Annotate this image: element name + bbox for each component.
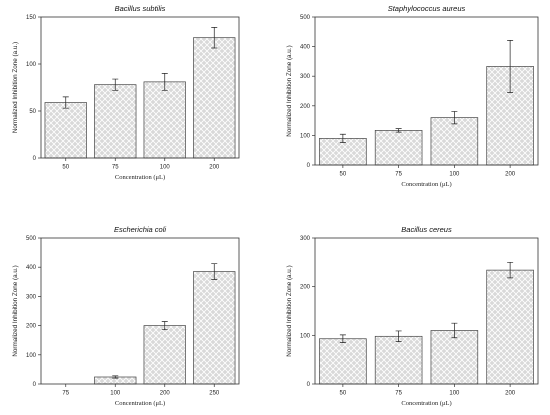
error-bar <box>395 128 402 133</box>
x-tick-label: 75 <box>395 391 402 397</box>
chart-title: Bacillus subtilis <box>115 4 166 13</box>
x-axis-label: Concentration (μL) <box>401 181 451 188</box>
x-tick-label: 50 <box>340 172 347 178</box>
y-tick-label: 50 <box>29 109 36 115</box>
bar <box>319 338 367 385</box>
y-tick-label: 500 <box>300 15 311 21</box>
bar <box>430 330 479 385</box>
bar <box>44 102 87 159</box>
x-tick-label: 100 <box>449 391 460 397</box>
error-bar <box>211 263 218 280</box>
y-tick-label: 100 <box>26 353 37 359</box>
error-bar <box>112 78 119 91</box>
y-tick-label: 200 <box>300 285 311 291</box>
x-tick-label: 50 <box>340 391 347 397</box>
chart-panel: 50 75 100 200 0 100 200 300 400 500 Staphylococcus… <box>286 4 539 188</box>
x-axis-label: Concentration (μL) <box>115 400 165 407</box>
bar <box>143 81 186 159</box>
y-tick-label: 150 <box>26 15 37 21</box>
x-tick-label: 200 <box>505 172 516 178</box>
x-tick-label: 75 <box>395 172 402 178</box>
bar <box>193 37 236 159</box>
y-tick-label: 0 <box>307 382 311 388</box>
x-tick-label: 75 <box>112 165 119 171</box>
error-bar <box>507 40 514 93</box>
x-axis-label: Concentration (μL) <box>115 174 165 181</box>
plot-frame <box>40 237 240 385</box>
error-bar <box>211 26 218 49</box>
y-tick-label: 300 <box>300 74 311 80</box>
y-tick-label: 200 <box>300 104 311 110</box>
y-tick-label: 300 <box>300 236 311 242</box>
chart-panel: 50 75 100 200 0 50 100 150 Bacillus subtilis Conc… <box>12 4 240 181</box>
x-tick-label: 100 <box>160 165 171 171</box>
y-tick-label: 400 <box>26 265 37 271</box>
x-tick-label: 50 <box>62 165 69 171</box>
y-tick-label: 500 <box>26 236 37 242</box>
error-bar <box>339 133 346 143</box>
bar <box>193 271 236 385</box>
chart-title: Staphylococcus aureus <box>388 4 466 13</box>
error-bar <box>339 334 346 343</box>
y-tick-label: 100 <box>300 333 311 339</box>
error-bar <box>161 321 168 331</box>
chart-panel: 50 75 100 200 0 100 200 300 Bacillus cereus Conce… <box>286 225 539 407</box>
x-tick-label: 200 <box>505 391 516 397</box>
plot-frame <box>314 16 539 166</box>
chart-title: Escherichia coli <box>114 225 166 234</box>
bar <box>374 130 423 166</box>
y-tick-label: 300 <box>26 294 37 300</box>
x-tick-label: 200 <box>160 391 171 397</box>
y-axis-label: Normalized Inhibition Zone (a.u.) <box>12 265 19 356</box>
bar <box>143 325 186 385</box>
error-bar <box>451 111 458 125</box>
y-axis-label: Normalized Inhibition Zone (a.u.) <box>12 42 19 133</box>
x-tick-label: 100 <box>110 391 121 397</box>
error-bar <box>395 330 402 343</box>
chart-panel: 75 100 200 250 0 100 200 300 400 500 Escherichia c… <box>12 225 240 407</box>
error-bar <box>62 96 69 109</box>
y-axis-label: Normalized Inhibition Zone (a.u.) <box>286 45 293 136</box>
error-bar <box>112 375 119 379</box>
y-tick-label: 0 <box>33 382 37 388</box>
chart-title: Bacillus cereus <box>401 225 452 234</box>
y-tick-label: 200 <box>26 324 37 330</box>
y-tick-label: 400 <box>300 45 311 51</box>
y-tick-label: 100 <box>300 133 311 139</box>
x-tick-label: 100 <box>449 172 460 178</box>
x-tick-label: 200 <box>209 165 220 171</box>
bar <box>374 335 423 385</box>
bar <box>94 84 137 159</box>
x-tick-label: 250 <box>209 391 220 397</box>
y-tick-label: 100 <box>26 62 37 68</box>
x-tick-label: 75 <box>62 391 69 397</box>
x-axis-label: Concentration (μL) <box>401 400 451 407</box>
y-tick-label: 0 <box>33 156 37 162</box>
plot-frame <box>314 237 539 385</box>
bar <box>486 269 534 385</box>
y-tick-label: 0 <box>307 163 311 169</box>
error-bar <box>451 322 458 339</box>
bar <box>430 117 479 166</box>
plot-frame <box>40 16 240 159</box>
error-bar <box>161 73 168 91</box>
error-bar <box>507 261 514 279</box>
y-axis-label: Normalized Inhibition Zone (a.u.) <box>286 265 293 356</box>
bar <box>319 138 367 166</box>
